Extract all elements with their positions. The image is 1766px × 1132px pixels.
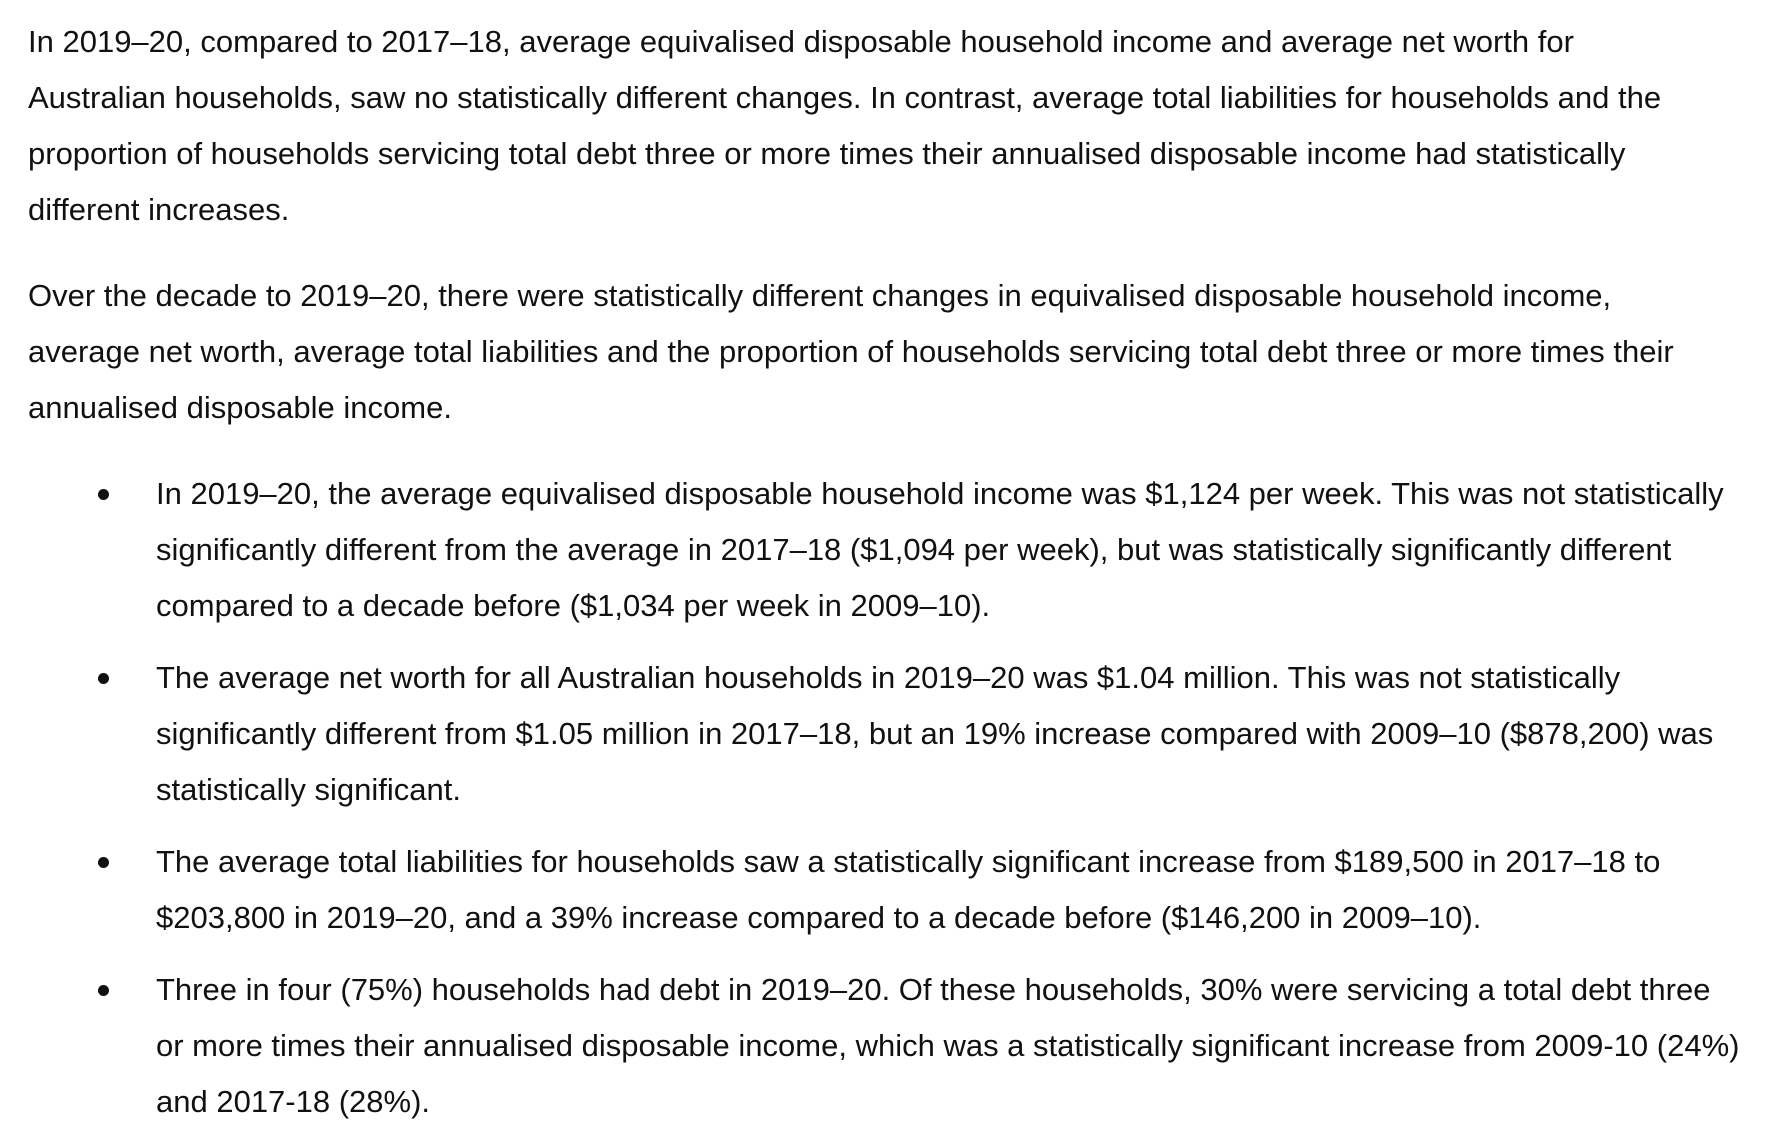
intro-paragraph: In 2019–20, compared to 2017–18, average… — [28, 24, 1662, 227]
list-item: Three in four (75%) households had debt … — [28, 962, 1746, 1130]
bullet-icon — [98, 489, 109, 500]
bullet-icon — [98, 857, 109, 868]
decade-paragraph: Over the decade to 2019–20, there were s… — [28, 278, 1674, 425]
document-body: In 2019–20, compared to 2017–18, average… — [28, 24, 1739, 1130]
list-item: The average total liabilities for househ… — [28, 834, 1746, 946]
bullet-list: In 2019–20, the average equivalised disp… — [28, 466, 1739, 1130]
list-item-text: The average net worth for all Australian… — [156, 660, 1714, 807]
list-item: The average net worth for all Australian… — [28, 650, 1746, 818]
list-item-text: Three in four (75%) households had debt … — [156, 972, 1740, 1119]
bullet-icon — [98, 985, 109, 996]
bullet-icon — [98, 673, 109, 684]
list-item: In 2019–20, the average equivalised disp… — [28, 466, 1746, 634]
list-item-text: The average total liabilities for househ… — [156, 844, 1661, 935]
list-item-text: In 2019–20, the average equivalised disp… — [156, 476, 1724, 623]
